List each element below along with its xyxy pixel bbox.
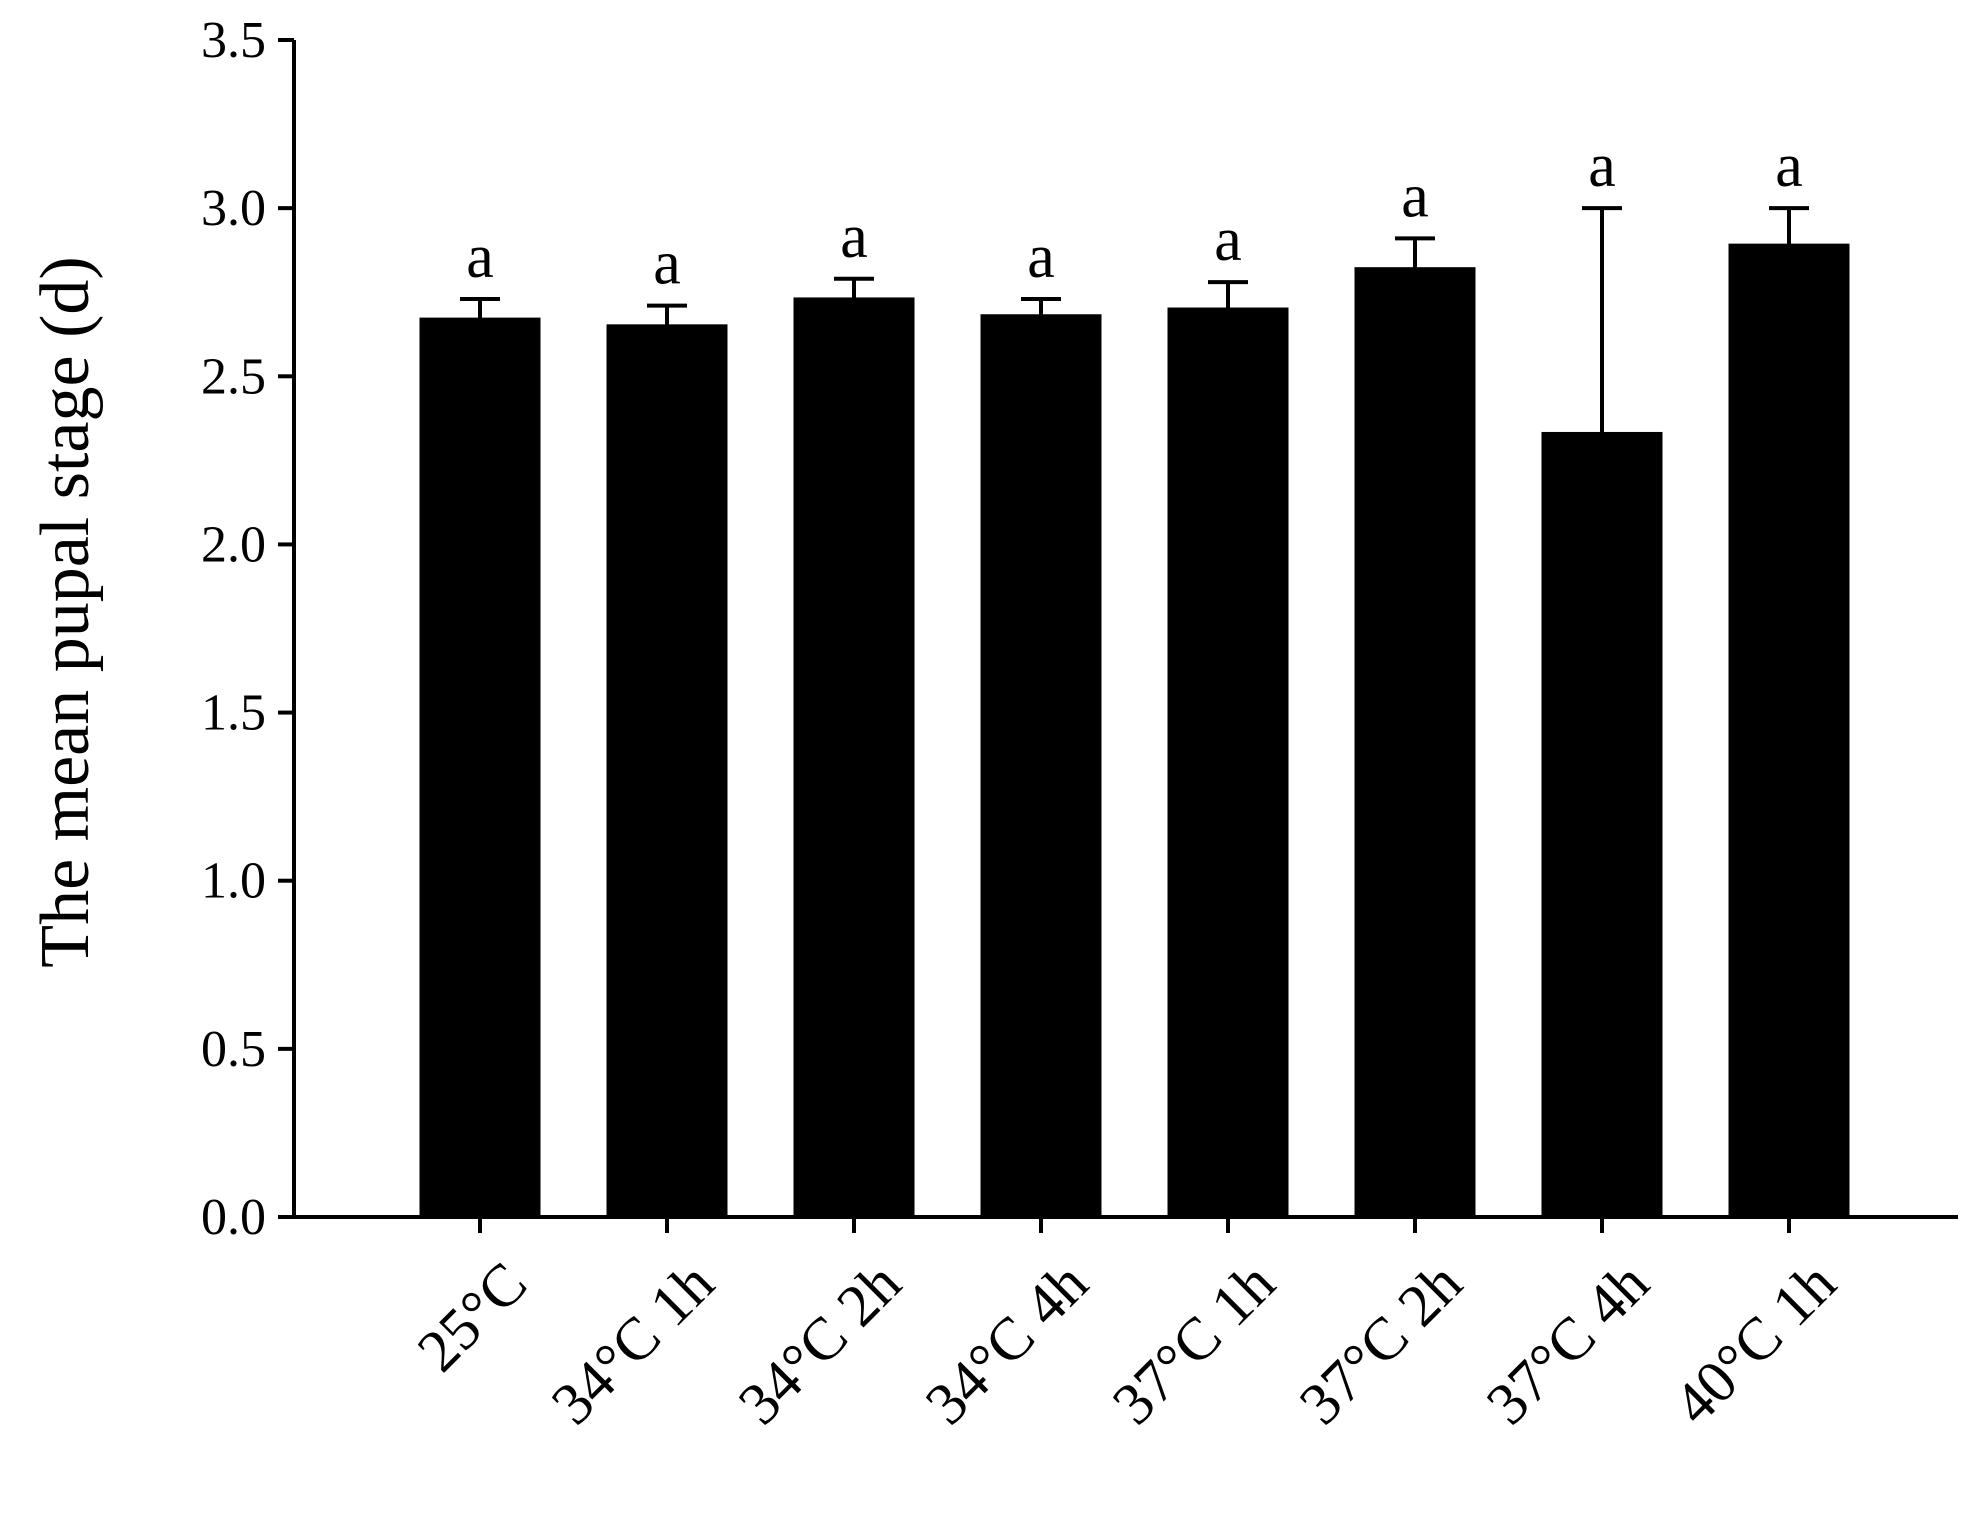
significance-label: a [1588, 132, 1616, 200]
significance-label: a [1401, 162, 1429, 230]
significance-label: a [1214, 206, 1242, 274]
x-tick-label: 37°C 4h [1474, 1250, 1661, 1437]
bar [419, 317, 541, 1219]
significance-label: a [1027, 223, 1055, 291]
bar [1728, 243, 1850, 1219]
y-tick-label: 3.5 [201, 12, 266, 69]
x-tick-label: 37°C 2h [1287, 1250, 1474, 1437]
y-axis: 0.0 0.5 1.0 1.5 2.0 2.5 3.0 3.5 [201, 12, 296, 1246]
x-tick-label: 25°C [405, 1250, 539, 1384]
bar [793, 297, 915, 1219]
x-tick-label: 37°C 1h [1100, 1250, 1287, 1437]
bar [980, 314, 1102, 1219]
significance-labels: a a a a a a a a [466, 132, 1803, 298]
x-tick-label: 34°C 2h [726, 1250, 913, 1437]
bar [1354, 267, 1476, 1219]
y-tick-label: 2.5 [201, 348, 266, 405]
significance-label: a [1775, 132, 1803, 200]
y-tick-label: 2.0 [201, 516, 266, 573]
x-tick-label: 34°C 4h [913, 1250, 1100, 1437]
y-tick-label: 0.0 [201, 1189, 266, 1246]
significance-label: a [840, 203, 868, 271]
y-tick-label: 0.5 [201, 1021, 266, 1078]
y-tick-label: 1.5 [201, 685, 266, 742]
bar [606, 324, 728, 1219]
significance-label: a [466, 223, 494, 291]
y-axis-label: The mean pupal stage (d) [27, 256, 104, 967]
bars [419, 243, 1850, 1219]
x-axis [292, 1215, 1958, 1233]
significance-label: a [653, 230, 681, 298]
y-tick-label: 1.0 [201, 853, 266, 910]
y-tick-label: 3.0 [201, 180, 266, 237]
bar [1167, 307, 1289, 1219]
x-tick-label: 34°C 1h [539, 1250, 726, 1437]
error-bars [460, 206, 1809, 434]
bar [1541, 431, 1663, 1219]
x-tick-labels: 25°C 34°C 1h 34°C 2h 34°C 4h 37°C 1h 37°C 2h 3… [405, 1250, 1848, 1437]
x-tick-label: 40°C 1h [1661, 1250, 1848, 1437]
